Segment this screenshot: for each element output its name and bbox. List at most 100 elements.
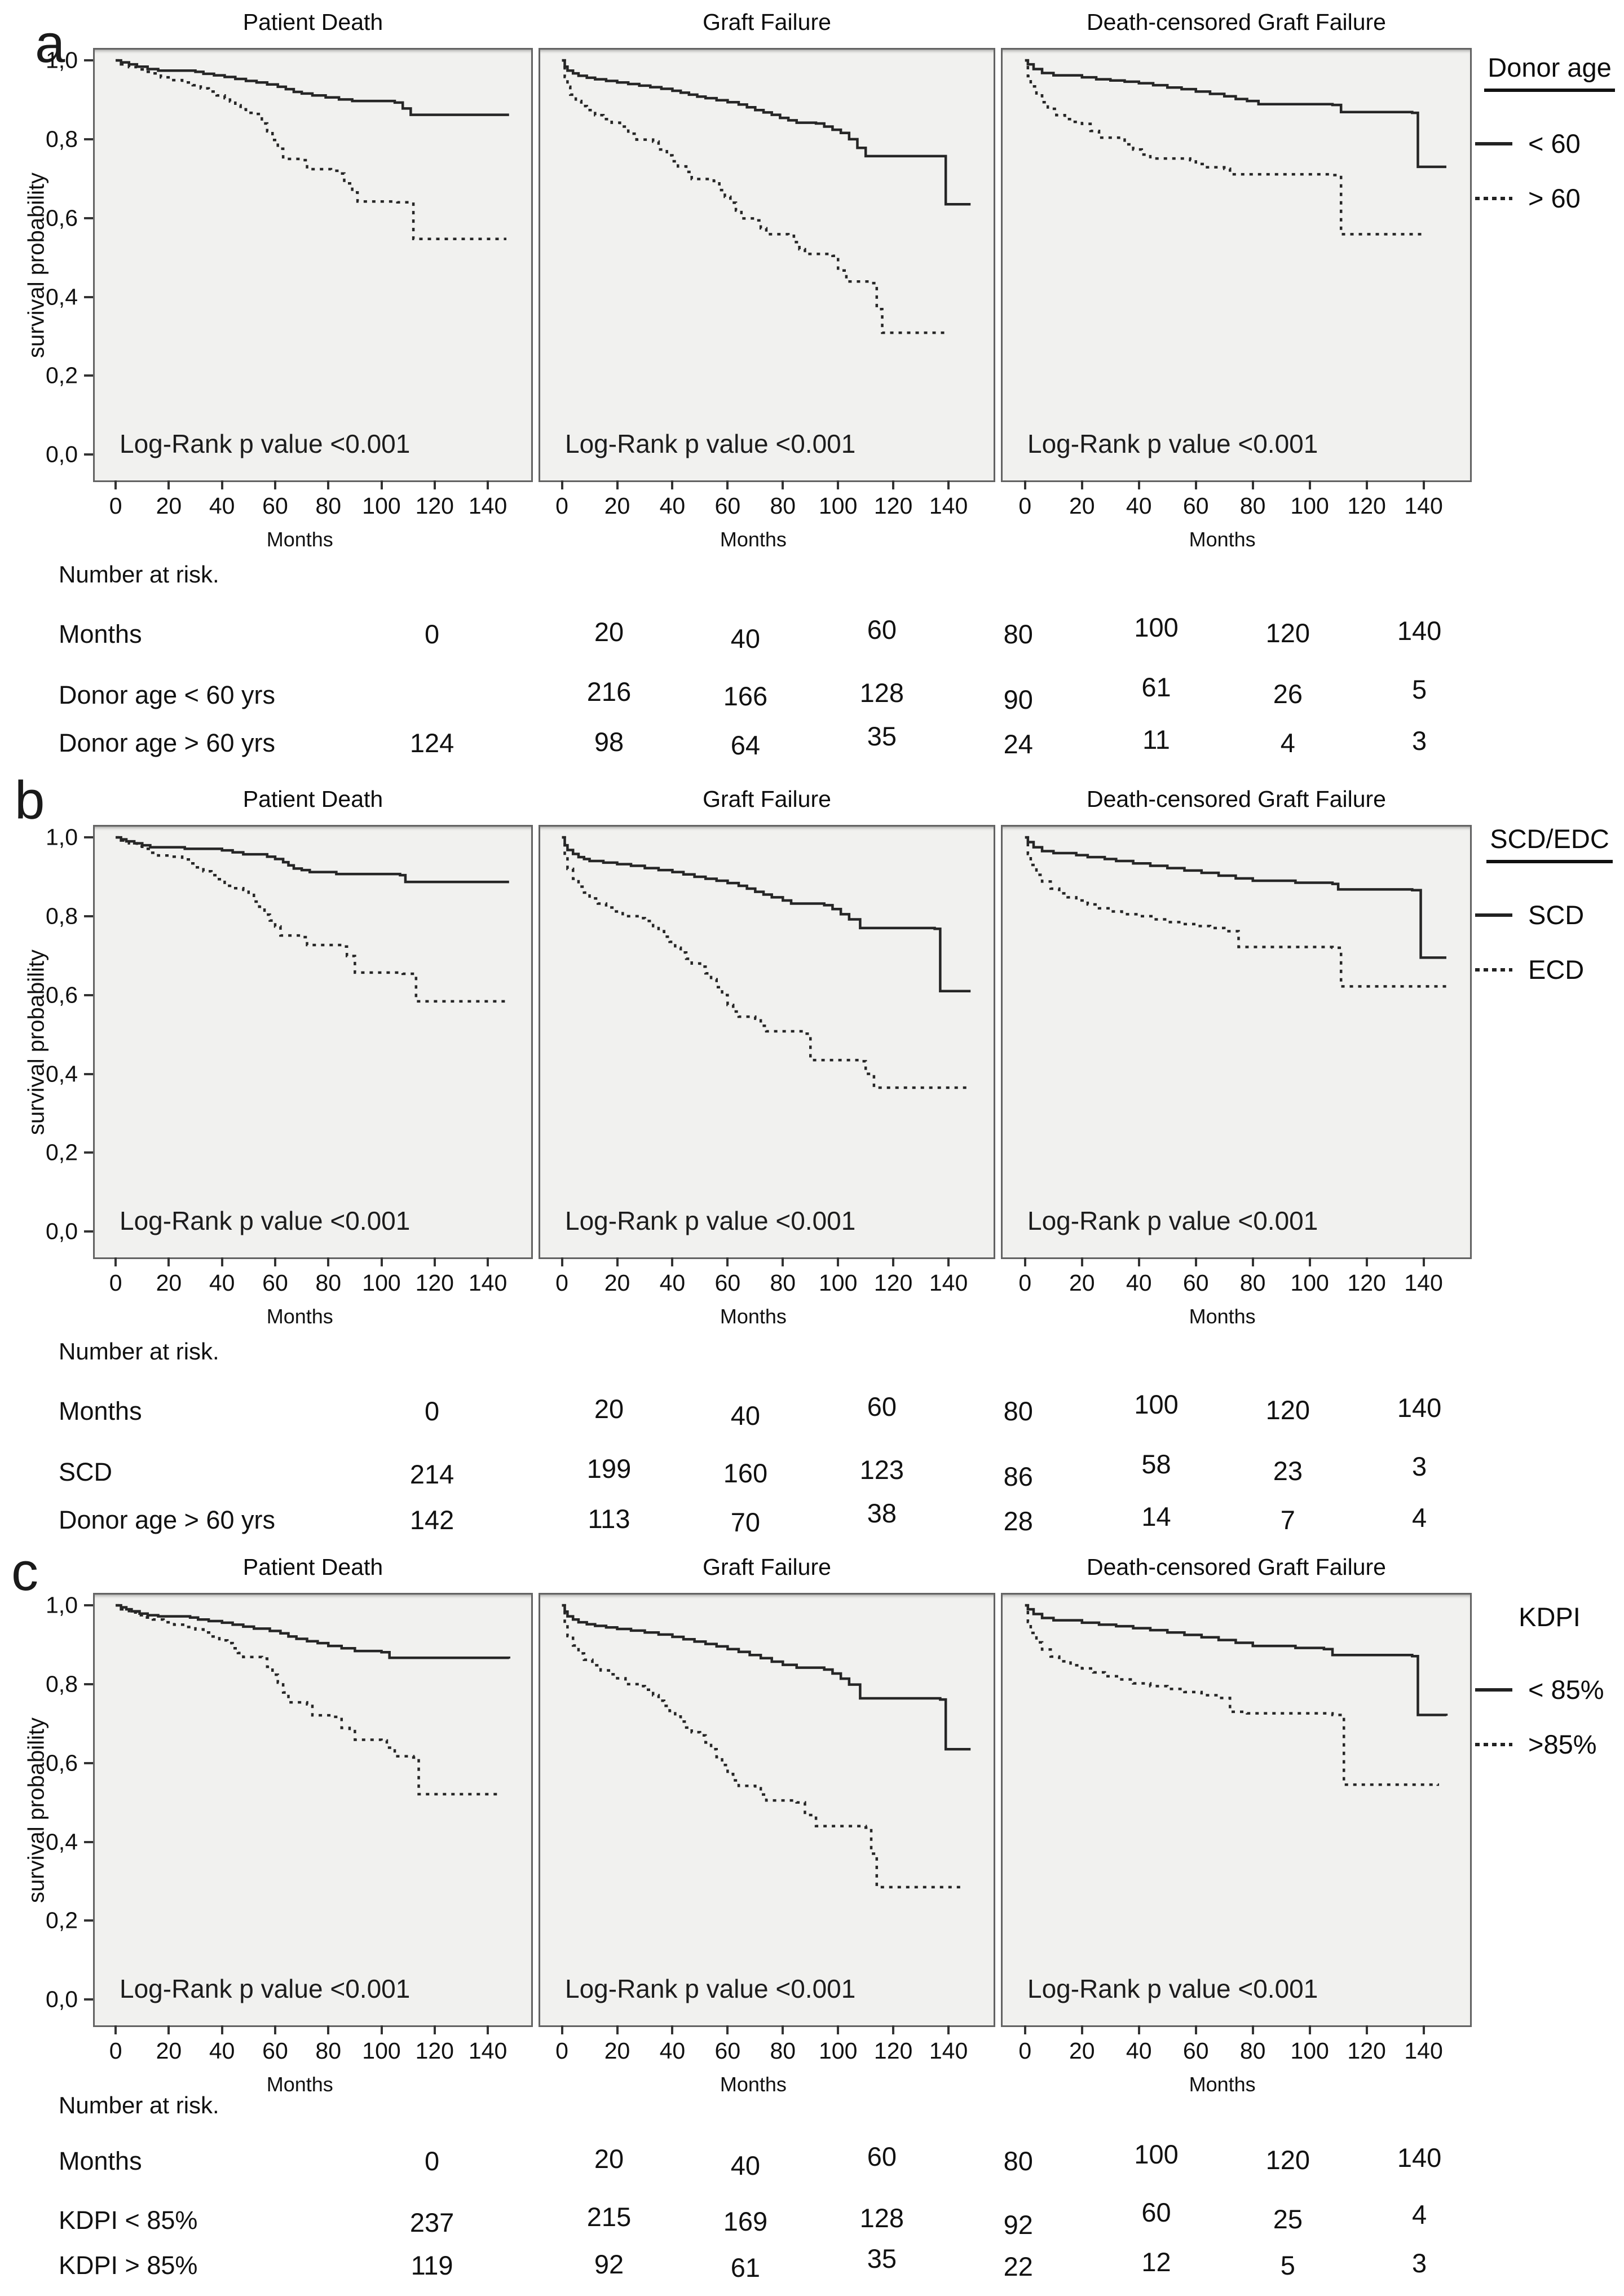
km-curve-solid [562,60,971,204]
plot-area: Log-Rank p value <0.001 Months 0 20 40 60 80… [46,1592,533,2096]
chart-title: Death-censored Graft Failure [1087,1554,1386,1580]
x-tick-label: 60 [262,2038,288,2064]
x-tick-label: 0 [1018,1270,1032,1296]
risk-caption: Number at risk. [59,2092,219,2118]
km-plot-svg [1003,827,1470,1257]
risk-row-label: KDPI < 85% [59,2206,198,2235]
x-tick [616,480,619,489]
x-tick-label: 0 [109,2038,122,2064]
risk-month-value: 140 [1397,616,1442,646]
risk-value: 160 [723,1458,768,1488]
x-tick [1308,480,1311,489]
panel-label: a [35,14,65,74]
x-tick-label: 120 [873,493,913,519]
x-tick-label: 140 [468,1270,508,1296]
x-axis-label: Months [720,1305,787,1328]
x-tick-label: 100 [362,1270,401,1296]
x-tick-label: 120 [415,2038,454,2064]
risk-row-label: Donor age > 60 yrs [59,728,275,757]
x-tick [380,2025,383,2034]
x-axis-label: Months [1189,2073,1256,2096]
risk-value: 128 [859,678,904,708]
x-tick-label: 140 [929,1270,968,1296]
y-axis-label: survival probability [24,1717,49,1903]
km-curve-solid [562,837,971,991]
chart-title: Death-censored Graft Failure [1087,9,1386,35]
km-curve-solid [116,1605,509,1658]
risk-months-label: Months [59,620,142,648]
risk-value: 128 [859,2203,904,2233]
plot-area: Log-Rank p value <0.001 Months 0 20 40 60 80… [539,48,995,551]
x-tick [837,1257,840,1266]
y-tick [84,1230,93,1233]
risk-value: 119 [411,2250,453,2280]
risk-month-value: 80 [1003,1396,1033,1426]
risk-month-value: 20 [594,617,624,647]
x-axis-label: Months [266,1305,333,1328]
y-tick [84,1683,93,1685]
x-tick-label: 60 [262,493,288,519]
x-tick-label: 60 [1182,493,1209,519]
x-tick-label: 140 [1404,1270,1443,1296]
x-tick [1251,480,1254,489]
x-tick-label: 100 [362,2038,401,2064]
risk-months-label: Months [59,1397,142,1425]
log-rank-note: Log-Rank p value <0.001 [120,1974,411,2003]
risk-value: 237 [409,2207,454,2237]
x-tick [327,480,330,489]
risk-value: 3 [1412,726,1427,756]
x-tick-label: 120 [1347,493,1386,519]
x-tick-label: 60 [714,1270,741,1296]
legend-item: < 60 [1475,128,1581,159]
risk-value: 98 [594,727,624,757]
risk-month-value: 0 [425,2146,440,2176]
solid-line-icon [1475,1688,1512,1692]
risk-value: 61 [730,2253,761,2282]
log-rank-note: Log-Rank p value <0.001 [1027,429,1318,458]
risk-month-value: 120 [1265,2145,1310,2175]
x-tick [892,480,895,489]
risk-value: 11 [1142,725,1170,754]
x-axis-label: Months [1189,528,1256,551]
risk-month-value: 100 [1134,612,1179,642]
log-rank-note: Log-Rank p value <0.001 [1027,1206,1318,1235]
risk-value: 3 [1412,2248,1427,2278]
risk-month-value: 20 [594,2144,624,2174]
x-tick-label: 120 [1347,2038,1386,2064]
x-tick-label: 80 [315,493,342,519]
y-tick-label: 1,0 [46,1592,78,1618]
x-tick-label: 100 [819,2038,858,2064]
x-tick-label: 140 [1404,493,1443,519]
km-chart-graft-failure: Graft Failure Log-Rank p value <0.001 Mo… [539,1545,995,2098]
x-tick-label: 40 [659,2038,686,2064]
risk-value: 3 [1412,1451,1427,1481]
x-tick [782,480,784,489]
risk-month-value: 0 [425,619,440,649]
y-tick-label: 0,8 [46,126,78,152]
x-tick [114,1257,117,1266]
risk-value: 23 [1273,1456,1303,1486]
km-plot-svg [540,1595,994,2025]
x-tick [1137,2025,1140,2034]
risk-value: 22 [1003,2251,1033,2281]
x-tick [433,1257,436,1266]
y-tick [84,915,93,917]
x-tick-label: 80 [315,1270,342,1296]
chart-title: Graft Failure [703,786,831,812]
plot-area: Log-Rank p value <0.001 Months 0 20 40 60 80… [1001,1593,1472,2096]
x-tick-label: 60 [714,493,741,519]
x-tick [726,1257,729,1266]
x-tick-label: 20 [604,2038,630,2064]
chart-title: Patient Death [242,9,383,35]
risk-month-value: 100 [1134,1389,1179,1419]
risk-value: 38 [867,1498,897,1528]
km-chart-graft-failure: Graft Failure Log-Rank p value <0.001 Mo… [539,0,995,553]
risk-month-value: 140 [1397,1393,1442,1423]
risk-row: Donor age > 60 yrs 142 113 70 38 28 14 7 4 [0,1498,1624,1538]
risk-value: 4 [1412,2200,1427,2229]
risk-value: 199 [586,1454,632,1483]
legend-item: SCD [1475,899,1584,930]
x-tick-label: 20 [1069,1270,1095,1296]
km-curve-dotted [1025,837,1446,987]
x-tick [1137,480,1140,489]
